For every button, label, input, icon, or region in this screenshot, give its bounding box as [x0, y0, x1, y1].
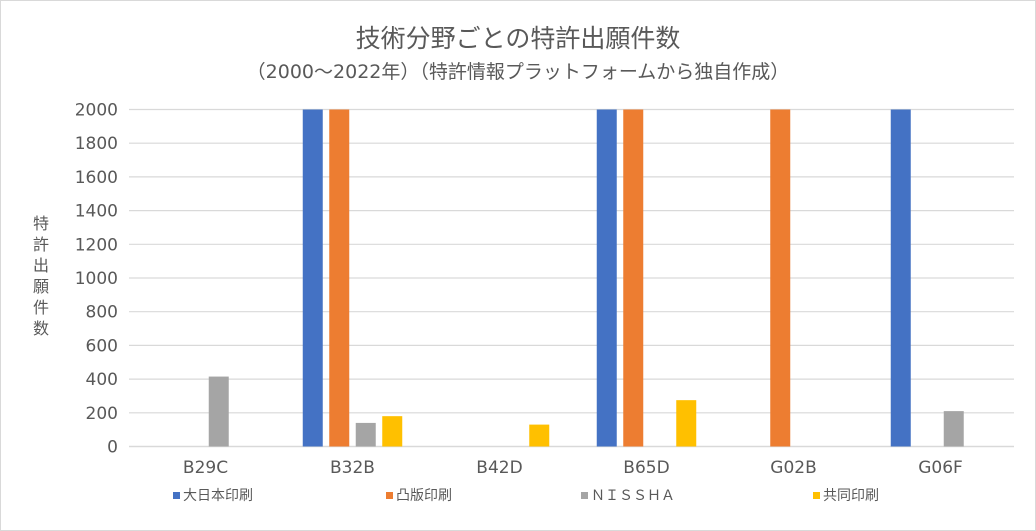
y-tick-label: 1200	[75, 235, 118, 255]
bar-G06F-2	[943, 411, 964, 447]
bar-B65D-3	[676, 400, 697, 447]
legend-item: 大日本印刷	[173, 485, 253, 505]
bar-G06F-0	[890, 109, 911, 447]
x-tick-label: B42D	[476, 458, 522, 478]
y-tick-label: 600	[86, 336, 118, 356]
bar-B65D-0	[596, 109, 617, 447]
x-tick-label: G02B	[770, 458, 816, 478]
bar-B32B-3	[382, 416, 403, 447]
bar-B29C-2	[208, 376, 229, 447]
x-tick-label: G06F	[918, 458, 963, 478]
bar-B32B-0	[302, 109, 323, 447]
y-tick-label: 2000	[75, 101, 118, 121]
y-tick-label: 0	[107, 438, 118, 458]
y-tick-label: 1000	[75, 269, 118, 289]
legend-label: 凸版印刷	[396, 488, 452, 504]
chart-title: 技術分野ごとの特許出願件数	[355, 24, 681, 53]
y-tick-label: 1600	[75, 168, 118, 188]
bar-G02B-1	[770, 109, 791, 447]
legend-label: 大日本印刷	[183, 488, 253, 504]
bar-B32B-1	[329, 109, 350, 447]
bar-B65D-1	[623, 109, 644, 447]
y-tick-label: 800	[86, 303, 118, 323]
x-tick-label: B32B	[330, 458, 375, 478]
legend-swatch	[173, 491, 180, 499]
y-axis-label: 特許出願件数	[32, 214, 49, 338]
legend-label: 共同印刷	[823, 488, 879, 504]
x-tick-label: B29C	[183, 458, 228, 478]
legend-item: 共同印刷	[813, 485, 879, 505]
legend-swatch	[386, 491, 393, 499]
legend-label: ＮＩＳＳＨＡ	[591, 488, 675, 504]
legend-item: 凸版印刷	[386, 485, 452, 505]
chart-subtitle: （2000〜2022年）（特許情報プラットフォームから独自作成）	[246, 61, 790, 83]
legend-swatch	[813, 491, 820, 499]
bar-B42D-3	[529, 424, 550, 447]
bar-B32B-2	[355, 422, 376, 447]
legend-item: ＮＩＳＳＨＡ	[581, 485, 675, 505]
y-tick-label: 400	[86, 370, 118, 390]
y-tick-label: 1800	[75, 134, 118, 154]
legend-swatch	[581, 491, 588, 499]
x-tick-label: B65D	[623, 458, 669, 478]
y-tick-label: 200	[86, 404, 118, 424]
legend: 大日本印刷 凸版印刷 ＮＩＳＳＨＡ 共同印刷	[1, 485, 1035, 505]
y-tick-label: 1400	[75, 202, 118, 222]
